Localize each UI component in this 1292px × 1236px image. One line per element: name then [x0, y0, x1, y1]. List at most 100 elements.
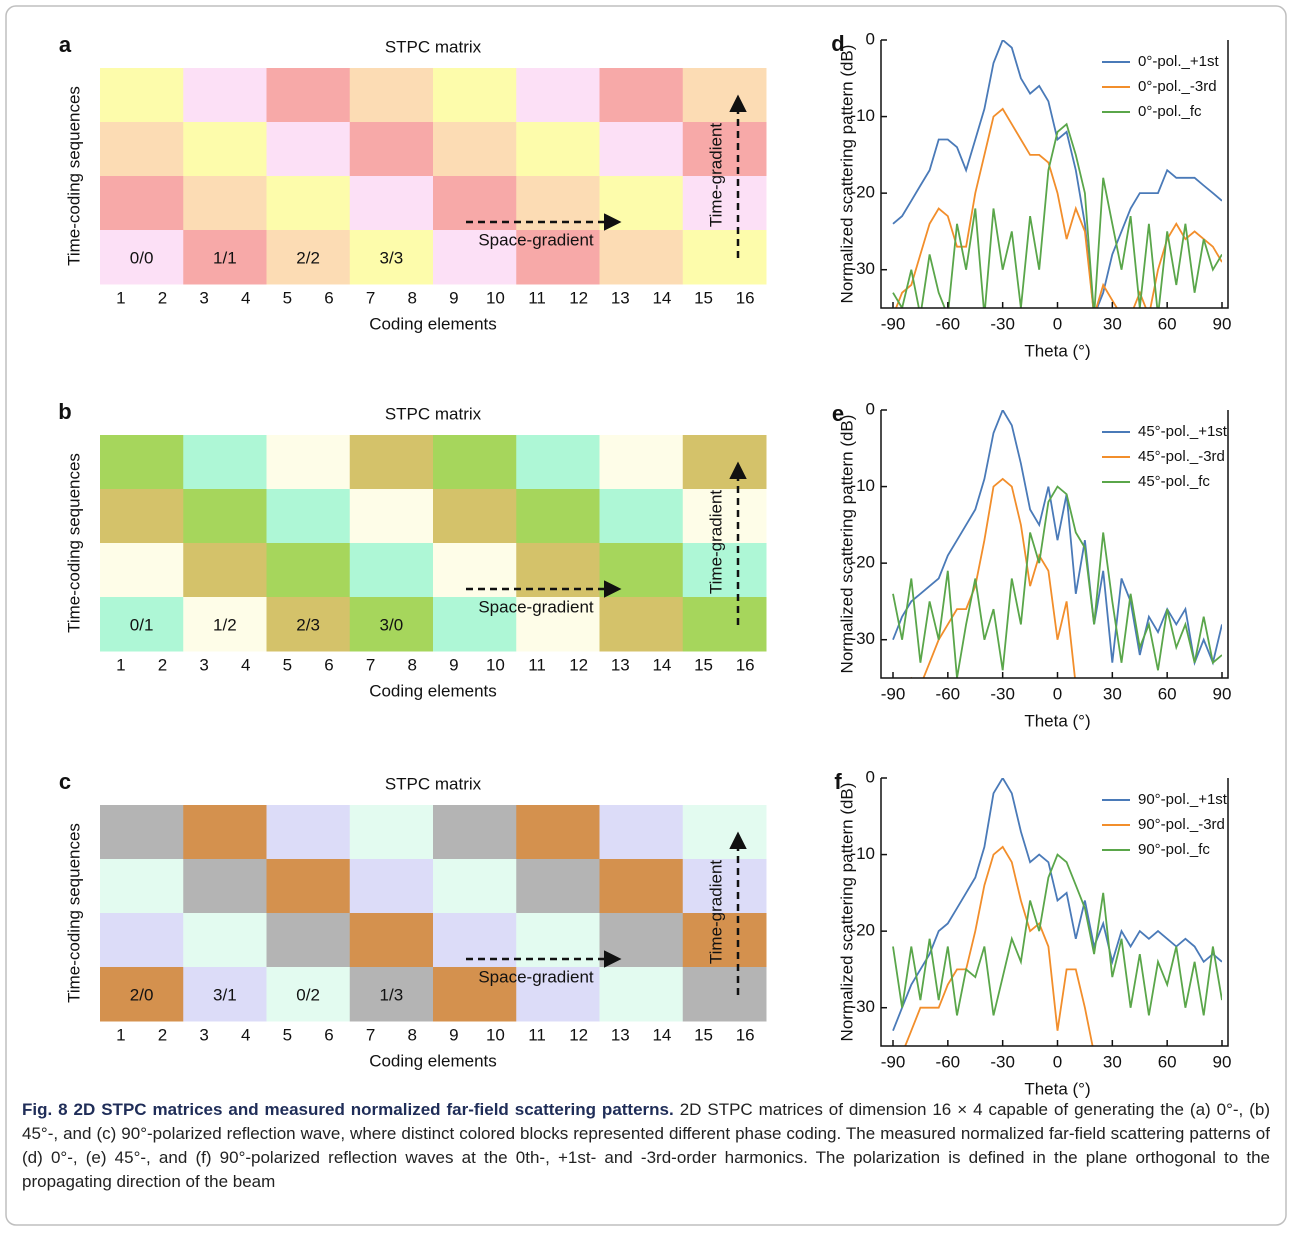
x-tick-label: 60 [1158, 314, 1177, 333]
x-tick-label: 9 [449, 655, 458, 674]
matrix-cell [349, 230, 434, 285]
matrix-cell [266, 122, 351, 177]
x-tick-label: -60 [936, 314, 961, 333]
matrix-cell [349, 176, 434, 231]
matrix-cell [183, 597, 267, 652]
x-tick-label: 9 [449, 288, 458, 307]
matrix-cell [349, 805, 434, 860]
time-gradient-label: Time-gradient [706, 860, 725, 965]
x-tick-label: 9 [449, 1025, 458, 1044]
x-axis-label: Theta (°) [1024, 341, 1090, 360]
panel-label: f [834, 769, 842, 794]
x-tick-label: 15 [694, 288, 713, 307]
matrix-cell [349, 967, 434, 1022]
matrix-cell [516, 805, 600, 860]
y-tick-label: 0 [866, 399, 875, 418]
matrix-cell [682, 176, 767, 231]
matrix-title: STPC matrix [385, 774, 482, 793]
matrix-cell [183, 435, 267, 490]
matrix-cell [266, 967, 351, 1022]
x-tick-label: -30 [990, 314, 1015, 333]
x-tick-label: 2 [158, 655, 167, 674]
y-axis-label: Time-coding sequences [64, 823, 83, 1003]
matrix-cell [100, 967, 184, 1022]
x-tick-label: 0 [1053, 1052, 1062, 1071]
matrix-cell [599, 967, 684, 1022]
x-tick-label: 4 [241, 1025, 250, 1044]
legend-label: 45°-pol._fc [1138, 473, 1210, 490]
y-axis-label: Time-coding sequences [64, 86, 83, 266]
x-axis-label: Theta (°) [1024, 1079, 1090, 1098]
x-axis-label: Coding elements [369, 681, 497, 700]
x-tick-label: 6 [324, 1025, 333, 1044]
cell-label: 0/2 [296, 985, 320, 1004]
matrix-cell [100, 543, 184, 598]
legend-label: 45°-pol._+1st [1138, 423, 1228, 440]
y-tick-label: 0 [866, 29, 875, 48]
y-tick-label: -20 [850, 183, 875, 202]
matrix-cell [682, 805, 767, 860]
series-line [892, 778, 1222, 1032]
x-tick-label: 11 [528, 655, 546, 674]
x-tick-label: 3 [199, 1025, 208, 1044]
y-axis-label: Normalized scattering pattern (dB) [837, 45, 856, 304]
x-tick-label: 6 [324, 288, 333, 307]
x-tick-label: 60 [1158, 684, 1177, 703]
x-tick-label: 14 [652, 655, 671, 674]
matrix-cell [100, 859, 184, 914]
cell-label: 3/3 [380, 248, 404, 267]
x-tick-label: 6 [324, 655, 333, 674]
x-tick-label: 30 [1103, 1052, 1122, 1071]
matrix-cell [599, 230, 684, 285]
x-tick-label: 14 [652, 1025, 671, 1044]
x-tick-label: 5 [283, 655, 292, 674]
x-tick-label: -90 [881, 314, 906, 333]
x-tick-label: 16 [736, 655, 755, 674]
x-tick-label: 13 [611, 288, 630, 307]
series-line [892, 485, 1222, 678]
y-tick-label: -30 [850, 997, 875, 1016]
x-tick-label: 0 [1053, 684, 1062, 703]
matrix-cell [516, 597, 600, 652]
x-tick-label: -60 [936, 1052, 961, 1071]
matrix-cell [599, 68, 684, 123]
matrix-cell [266, 489, 351, 544]
y-tick-label: -20 [850, 921, 875, 940]
cell-label: 0/0 [130, 248, 154, 267]
cell-label: 2/3 [296, 615, 320, 634]
x-tick-label: 10 [486, 655, 505, 674]
panel-label: d [831, 31, 844, 56]
plot-frame [880, 778, 1229, 1047]
cell-label: 3/1 [213, 985, 237, 1004]
x-tick-label: 4 [241, 655, 250, 674]
x-tick-label: 2 [158, 1025, 167, 1044]
x-tick-label: 3 [199, 655, 208, 674]
panel-label: c [59, 769, 71, 794]
matrix-cell [266, 435, 351, 490]
y-tick-label: -10 [850, 844, 875, 863]
y-tick-label: -30 [850, 629, 875, 648]
space-gradient-label: Space-gradient [478, 230, 594, 249]
matrix-cell [266, 859, 351, 914]
matrix-cell [183, 543, 267, 598]
x-tick-label: 11 [528, 1025, 546, 1044]
x-tick-label: 3 [199, 288, 208, 307]
x-tick-label: 13 [611, 655, 630, 674]
matrix-cell [349, 489, 434, 544]
x-tick-label: 10 [486, 1025, 505, 1044]
x-tick-label: 7 [366, 288, 375, 307]
x-tick-label: 15 [694, 1025, 713, 1044]
x-tick-label: 11 [528, 288, 546, 307]
matrix-cell [599, 597, 684, 652]
series-line [892, 853, 1222, 1016]
matrix-cell [682, 230, 767, 285]
caption-title: Fig. 8 2D STPC matrices and measured nor… [22, 1100, 674, 1119]
matrix-cell [183, 489, 267, 544]
matrix-cell [100, 489, 184, 544]
y-axis-label: Normalized scattering pattern (dB) [837, 415, 856, 674]
matrix-cell [100, 913, 184, 968]
panel-label: a [59, 32, 72, 57]
matrix-cell [100, 176, 184, 231]
